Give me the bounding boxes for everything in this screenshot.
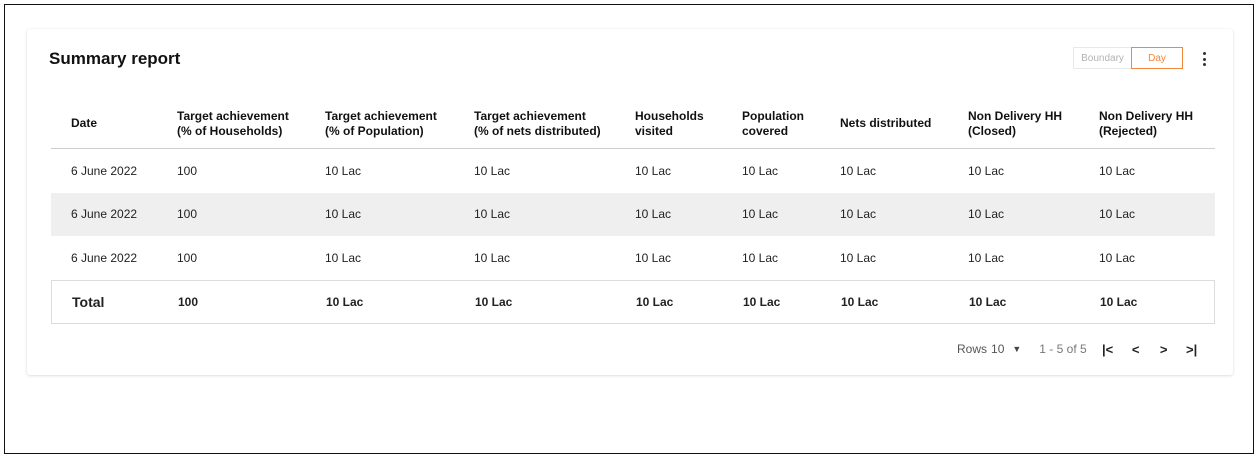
table-cell: 10 Lac	[635, 207, 672, 222]
total-cell: 100	[178, 294, 199, 309]
column-header-nets-distributed: Nets distributed	[840, 116, 932, 130]
column-header-target-nets: Target achievement (% of nets distributed…	[474, 108, 601, 138]
rows-value[interactable]: 10	[991, 342, 1005, 356]
window-frame: Summary report Boundary Day Date Target …	[4, 4, 1254, 454]
view-toggle: Boundary Day	[1073, 47, 1183, 69]
toggle-boundary-button[interactable]: Boundary	[1073, 47, 1131, 69]
table-cell: 6 June 2022	[71, 207, 138, 222]
table-cell: 10 Lac	[1099, 163, 1136, 178]
last-page-icon[interactable]: >|	[1186, 341, 1198, 357]
total-cell: 10 Lac	[969, 294, 1007, 309]
table-cell: 10 Lac	[635, 250, 672, 265]
caret-down-icon[interactable]: ▼	[1012, 344, 1022, 354]
table-cell: 10 Lac	[742, 250, 779, 265]
column-header-non-delivery-closed: Non Delivery HH (Closed)	[968, 108, 1063, 138]
table-cell: 10 Lac	[1099, 207, 1136, 222]
more-vert-icon[interactable]	[1197, 49, 1211, 69]
total-cell: 10 Lac	[326, 294, 364, 309]
table-cell: 6 June 2022	[71, 163, 138, 178]
table-cell: 10 Lac	[742, 207, 779, 222]
table-cell: 10 Lac	[968, 207, 1005, 222]
next-page-icon[interactable]: >	[1159, 341, 1168, 357]
column-header-population-covered: Population covered	[742, 108, 804, 138]
table-cell: 10 Lac	[474, 163, 511, 178]
total-cell: 10 Lac	[1100, 294, 1138, 309]
toggle-day-button[interactable]: Day	[1131, 47, 1183, 69]
table-row: 6 June 2022 100 10 Lac 10 Lac 10 Lac 10 …	[51, 236, 1215, 280]
table-cell: 10 Lac	[840, 163, 877, 178]
table-cell: 100	[177, 163, 198, 178]
table-row: 6 June 2022 100 10 Lac 10 Lac 10 Lac 10 …	[51, 149, 1215, 193]
rows-per-page: Rows 10	[957, 342, 1004, 356]
table-cell: 10 Lac	[968, 250, 1005, 265]
table-cell: 10 Lac	[325, 163, 362, 178]
total-cell: 10 Lac	[841, 294, 879, 309]
table-row: 6 June 2022 100 10 Lac 10 Lac 10 Lac 10 …	[51, 192, 1215, 236]
summary-table: Date Target achievement (% of Households)…	[51, 99, 1215, 324]
table-cell: 10 Lac	[1099, 250, 1136, 265]
table-cell: 100	[177, 207, 198, 222]
prev-page-icon[interactable]: <	[1131, 341, 1140, 357]
total-label: Total	[72, 293, 105, 310]
card-title: Summary report	[49, 49, 181, 68]
table-cell: 10 Lac	[474, 207, 511, 222]
first-page-icon[interactable]: |<	[1102, 341, 1114, 357]
column-header-non-delivery-rejected: Non Delivery HH (Rejected)	[1099, 108, 1194, 138]
total-cell: 10 Lac	[743, 294, 781, 309]
column-header-target-population: Target achievement (% of Population)	[325, 108, 437, 138]
summary-report-card: Summary report Boundary Day Date Target …	[27, 29, 1233, 375]
table-cell: 10 Lac	[742, 163, 779, 178]
table-cell: 10 Lac	[635, 163, 672, 178]
page-range: 1 - 5 of 5	[1039, 342, 1087, 356]
table-cell: 10 Lac	[840, 250, 877, 265]
table-cell: 6 June 2022	[71, 250, 138, 265]
total-cell: 10 Lac	[636, 294, 674, 309]
table-header-row: Date Target achievement (% of Households)…	[51, 99, 1215, 149]
table-cell: 10 Lac	[968, 163, 1005, 178]
table-cell: 10 Lac	[840, 207, 877, 222]
table-cell: 10 Lac	[325, 207, 362, 222]
column-header-target-households: Target achievement (% of Households)	[177, 108, 289, 138]
column-header-households-visited: Households visited	[635, 108, 704, 138]
pagination: Rows 10 ▼ 1 - 5 of 5 |< < > >|	[957, 339, 1199, 359]
table-total-row: Total 100 10 Lac 10 Lac 10 Lac 10 Lac 10…	[51, 279, 1215, 324]
column-header-date: Date	[71, 116, 98, 130]
total-cell: 10 Lac	[475, 294, 513, 309]
table-cell: 10 Lac	[325, 250, 362, 265]
table-cell: 10 Lac	[474, 250, 511, 265]
table-cell: 100	[177, 250, 198, 265]
rows-label: Rows	[957, 342, 988, 356]
